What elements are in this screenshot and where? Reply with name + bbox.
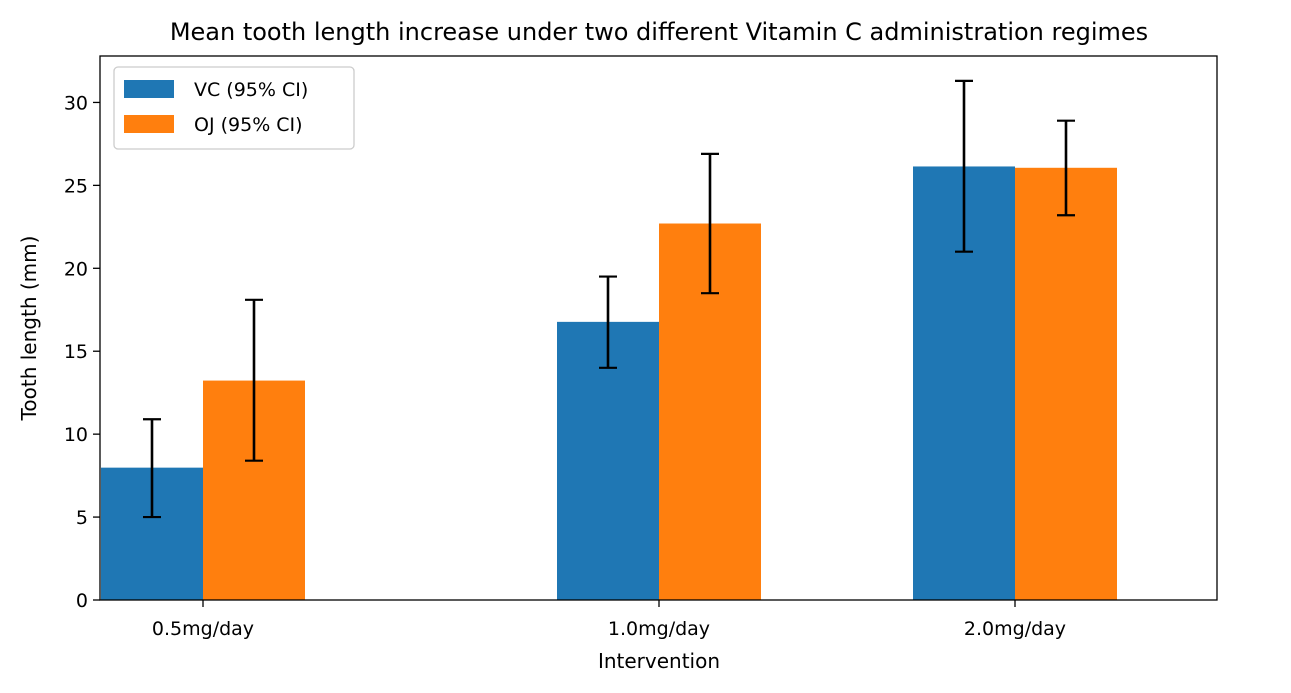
y-tick-label: 0 [76,590,88,612]
y-tick-label: 5 [76,507,88,529]
x-tick-label: 2.0mg/day [964,618,1066,640]
y-tick-label: 15 [64,341,88,363]
y-axis: 0 5 10 15 20 25 30 [64,92,100,612]
bar-oj-3 [1015,167,1117,600]
y-tick-label: 20 [64,258,88,280]
error-bars-group [143,79,1075,519]
y-tick-label: 25 [64,175,88,197]
x-tick-label: 0.5mg/day [152,618,254,640]
legend-swatch-vc [124,80,174,98]
x-axis: 0.5mg/day 1.0mg/day 2.0mg/day [152,600,1066,640]
y-axis-label: Tooth length (mm) [17,236,41,422]
y-tick-label: 30 [64,92,88,114]
y-tick-label: 10 [64,424,88,446]
x-tick-label: 1.0mg/day [608,618,710,640]
x-axis-label: Intervention [598,649,720,673]
chart-title: Mean tooth length increase under two dif… [170,18,1148,46]
legend-label-oj: OJ (95% CI) [194,114,303,136]
legend-label-vc: VC (95% CI) [194,79,308,101]
legend-swatch-oj [124,115,174,133]
legend: VC (95% CI) OJ (95% CI) [113,66,355,150]
